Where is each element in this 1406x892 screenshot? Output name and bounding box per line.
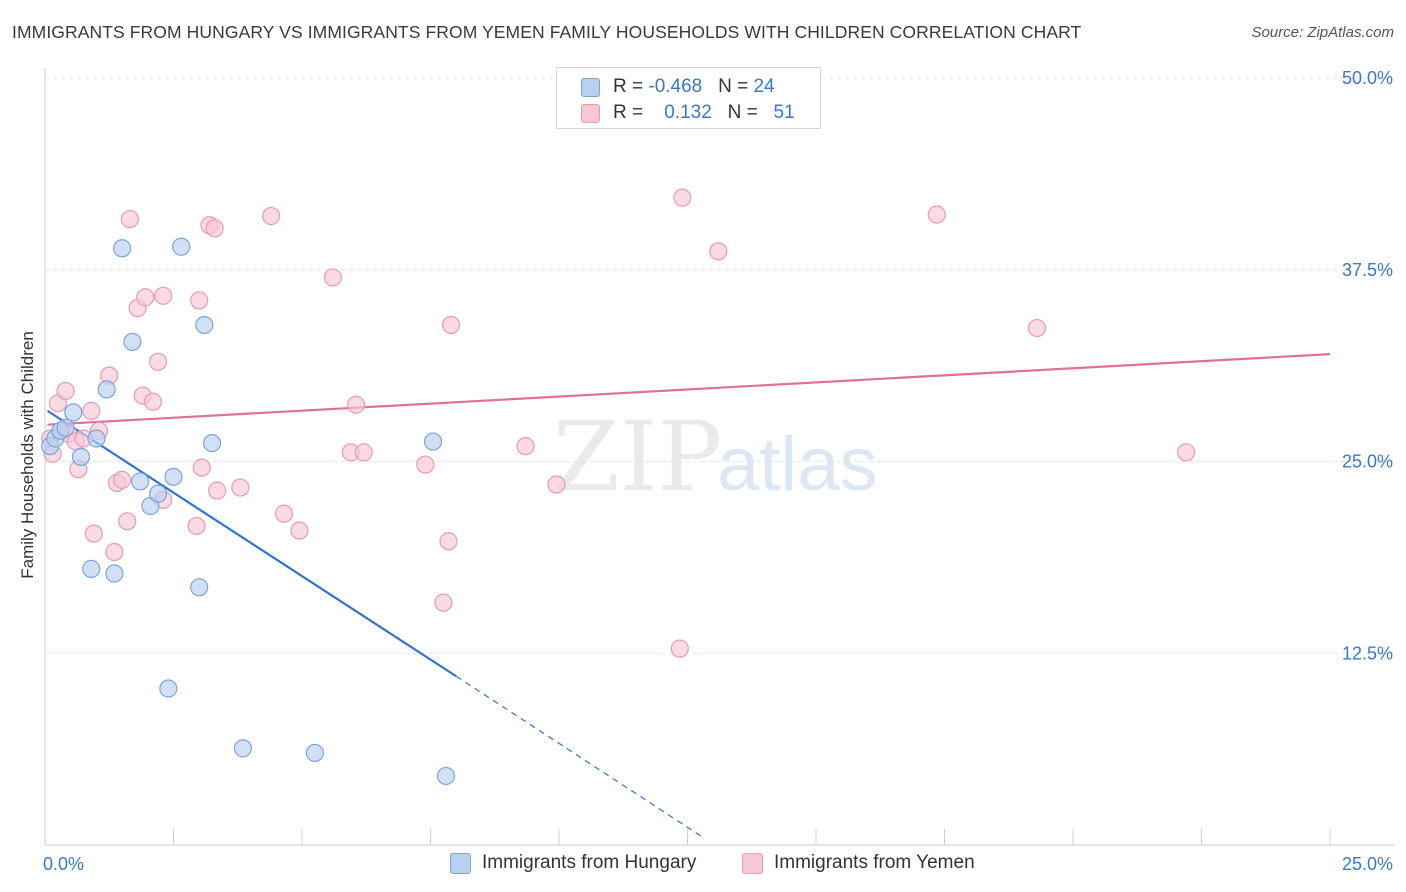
watermark: ZIP atlas <box>553 401 878 513</box>
yemen-point-44 <box>547 475 566 494</box>
yemen-point-37 <box>346 395 366 414</box>
yemen-legend-swatch <box>742 853 763 874</box>
yemen-point-9 <box>82 401 101 420</box>
yemen-point-41 <box>439 532 458 551</box>
hungary-point-15 <box>159 679 178 698</box>
y-axis-label: Family Households with Children <box>18 331 37 579</box>
yemen-r-value: 0.132 <box>664 102 712 123</box>
y-tick-label-3: 50.0% <box>1342 68 1393 88</box>
yemen-point-33 <box>274 504 294 523</box>
y-tick-labels: 12.5% 25.0% 37.5% 50.0% <box>1342 68 1393 663</box>
grid-lines <box>45 77 1395 654</box>
hungary-r-label: R = <box>613 76 649 97</box>
yemen-point-38 <box>354 443 373 462</box>
yemen-point-50 <box>1176 443 1196 462</box>
hungary-point-8 <box>82 559 101 578</box>
hungary-n-value: 24 <box>753 76 775 97</box>
yemen-point-30 <box>208 481 227 500</box>
correlation-legend: R = -0.468 N = 24 R = 0.132 N = 51 <box>556 67 821 129</box>
yemen-point-10 <box>84 524 103 543</box>
hungary-point-18 <box>190 578 209 597</box>
yemen-point-21 <box>143 392 163 411</box>
hungary-point-22 <box>305 743 324 763</box>
yemen-point-15 <box>112 470 132 490</box>
x-tick-label-1: 25.0% <box>1342 854 1393 874</box>
yemen-n-value: 51 <box>773 102 795 123</box>
hungary-point-20 <box>202 433 222 453</box>
yemen-point-24 <box>154 286 173 305</box>
y-tick-label-0: 12.5% <box>1342 643 1393 663</box>
hungary-swatch <box>581 78 600 97</box>
hungary-point-7 <box>97 380 116 399</box>
yemen-point-22 <box>148 352 168 371</box>
yemen-point-32 <box>262 206 281 226</box>
yemen-point-42 <box>441 315 461 335</box>
hungary-point-21 <box>233 739 252 758</box>
yemen-point-45 <box>670 639 689 658</box>
hungary-legend-swatch <box>450 853 471 874</box>
hungary-r-value: -0.468 <box>648 76 703 97</box>
hungary-point-10 <box>112 239 132 258</box>
hungary-point-3 <box>56 418 75 437</box>
hungary-n-label: N = <box>718 76 754 97</box>
hungary-point-9 <box>105 564 124 583</box>
yemen-point-29 <box>205 219 224 238</box>
hungary-point-24 <box>436 766 456 786</box>
x-tick-label-0: 0.0% <box>43 854 84 874</box>
hungary-point-6 <box>87 429 106 448</box>
yemen-point-20 <box>136 288 155 307</box>
data-points <box>41 188 1196 786</box>
chart-title: IMMIGRANTS FROM HUNGARY VS IMMIGRANTS FR… <box>12 22 1082 42</box>
hungary-point-23 <box>423 432 443 451</box>
hungary-legend-label: Immigrants from Hungary <box>482 852 697 873</box>
hungary-trend-extension <box>455 675 704 838</box>
yemen-point-17 <box>120 210 139 229</box>
yemen-point-27 <box>192 458 211 477</box>
y-tick-label-2: 37.5% <box>1342 260 1393 280</box>
y-tick-label-1: 25.0% <box>1342 452 1393 472</box>
yemen-point-46 <box>673 188 692 207</box>
watermark-atlas: atlas <box>717 422 878 507</box>
yemen-point-39 <box>416 455 435 474</box>
x-tick-labels: 0.0% 25.0% <box>43 854 1393 874</box>
hungary-point-4 <box>64 403 83 422</box>
yemen-trend-line <box>47 353 1331 426</box>
yemen-swatch <box>581 104 600 123</box>
hungary-point-5 <box>71 447 91 466</box>
yemen-point-48 <box>927 205 946 224</box>
hungary-point-12 <box>130 472 150 491</box>
yemen-point-47 <box>709 242 728 261</box>
yemen-n-label: N = <box>727 102 763 123</box>
trend-lines <box>46 353 1331 838</box>
hungary-point-14 <box>148 484 168 503</box>
yemen-point-4 <box>56 381 75 401</box>
source-credit: Source: ZipAtlas.com <box>1251 24 1394 41</box>
yemen-point-34 <box>290 521 309 540</box>
yemen-point-25 <box>187 516 206 536</box>
yemen-point-31 <box>231 478 250 497</box>
yemen-legend-label: Immigrants from Yemen <box>774 852 975 873</box>
yemen-point-40 <box>434 593 453 612</box>
hungary-point-19 <box>195 315 214 335</box>
yemen-point-35 <box>323 268 342 287</box>
yemen-point-26 <box>190 291 209 310</box>
watermark-zip: ZIP <box>553 401 722 513</box>
yemen-point-49 <box>1027 318 1047 338</box>
yemen-point-13 <box>105 542 124 562</box>
yemen-point-43 <box>516 437 535 456</box>
hungary-point-17 <box>172 237 191 256</box>
hungary-point-11 <box>123 332 142 351</box>
yemen-point-16 <box>118 512 137 531</box>
hungary-point-16 <box>164 467 183 486</box>
yemen-r-label: R = <box>613 102 649 123</box>
hungary-trend-line <box>46 409 457 678</box>
